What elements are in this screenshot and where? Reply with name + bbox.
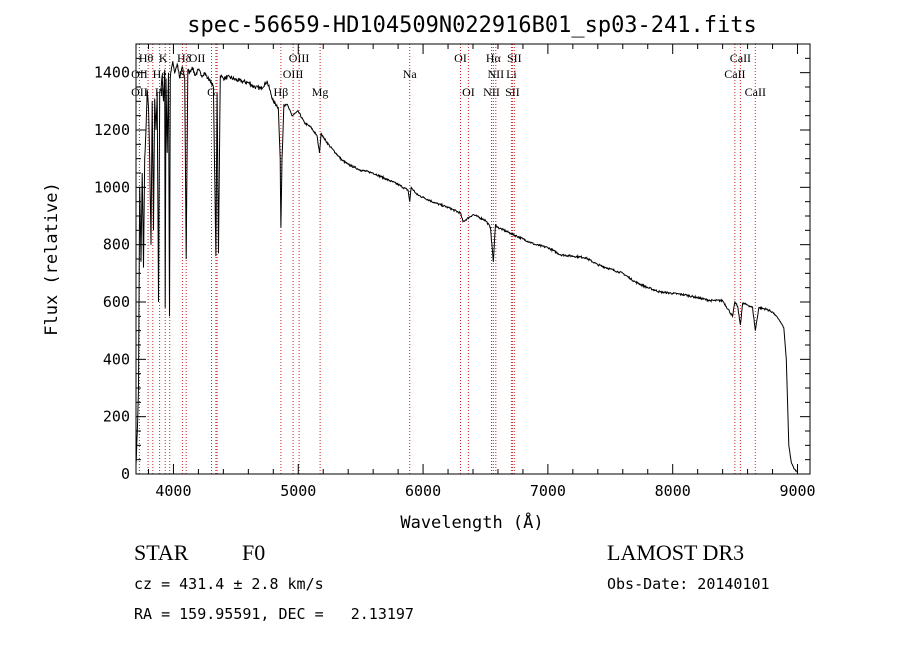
marker-label: CaII bbox=[730, 51, 751, 65]
x-tick-label: 9000 bbox=[779, 482, 815, 500]
marker-label: S bbox=[179, 67, 186, 81]
marker-label: Mg bbox=[312, 85, 329, 99]
marker-label: OIII bbox=[289, 51, 310, 65]
marker-label: SII bbox=[507, 51, 522, 65]
marker-label: CaII bbox=[724, 67, 745, 81]
marker-label: NII bbox=[483, 85, 500, 99]
marker-label: Hθ bbox=[139, 51, 154, 65]
y-tick-label: 1200 bbox=[94, 121, 130, 139]
redshift-cz: cz = 431.4 ± 2.8 km/s bbox=[134, 575, 324, 593]
object-class: STAR bbox=[134, 540, 189, 565]
spectrum-line bbox=[135, 61, 798, 473]
marker-label: OI bbox=[454, 51, 467, 65]
y-tick-label: 200 bbox=[103, 408, 130, 426]
marker-label: OII bbox=[131, 67, 148, 81]
y-tick-label: 400 bbox=[103, 350, 130, 368]
marker-label: OI bbox=[462, 85, 475, 99]
marker-label: Hα bbox=[486, 51, 502, 65]
x-tick-label: 6000 bbox=[405, 482, 441, 500]
marker-label: Na bbox=[403, 67, 418, 81]
marker-label: NII bbox=[487, 67, 504, 81]
y-tick-label: 1000 bbox=[94, 178, 130, 196]
y-axis-label: Flux (relative) bbox=[42, 182, 62, 336]
marker-label: G bbox=[207, 85, 216, 99]
marker-label: Hβ bbox=[274, 85, 289, 99]
marker-label: CaII bbox=[745, 85, 766, 99]
y-tick-label: 1400 bbox=[94, 64, 130, 82]
marker-label: SII bbox=[505, 85, 520, 99]
x-tick-label: 4000 bbox=[155, 482, 191, 500]
obs-date: Obs-Date: 20140101 bbox=[607, 575, 770, 593]
plot-frame bbox=[135, 43, 811, 475]
y-tick-label: 0 bbox=[121, 465, 130, 483]
marker-label: OII bbox=[189, 51, 206, 65]
marker-label: K bbox=[159, 51, 168, 65]
chart-title: spec-56659-HD104509N022916B01_sp03-241.f… bbox=[187, 13, 757, 38]
survey-name: LAMOST DR3 bbox=[607, 540, 744, 565]
y-tick-label: 600 bbox=[103, 293, 130, 311]
coordinates: RA = 159.95591, DEC = 2.13197 bbox=[134, 605, 414, 623]
marker-label: Hδ bbox=[177, 51, 192, 65]
line-markers bbox=[138, 44, 756, 474]
x-tick-label: 8000 bbox=[655, 482, 691, 500]
x-axis-ticks: 4000 5000 6000 7000 8000 9000 bbox=[147, 44, 816, 500]
y-axis-ticks: 0 200 400 600 800 1000 1200 1400 bbox=[94, 43, 810, 483]
marker-label: Li bbox=[506, 67, 517, 81]
x-tick-label: 7000 bbox=[530, 482, 566, 500]
object-subclass: F0 bbox=[242, 540, 265, 565]
marker-label: OII bbox=[131, 85, 148, 99]
marker-label: OIII bbox=[283, 67, 304, 81]
x-axis-label: Wavelength (Å) bbox=[400, 511, 543, 533]
x-tick-label: 5000 bbox=[280, 482, 316, 500]
marker-label: He bbox=[153, 67, 167, 81]
y-tick-label: 800 bbox=[103, 236, 130, 254]
